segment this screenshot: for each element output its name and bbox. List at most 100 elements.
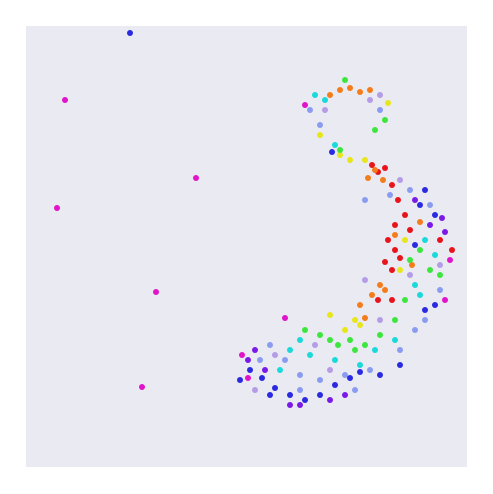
point — [397, 362, 403, 368]
point — [337, 152, 343, 158]
point — [427, 267, 433, 273]
point — [287, 392, 293, 398]
point — [342, 327, 348, 333]
point — [422, 237, 428, 243]
point — [437, 262, 443, 268]
point — [352, 317, 358, 323]
point — [395, 197, 401, 203]
point — [449, 247, 455, 253]
point — [417, 202, 423, 208]
point — [317, 332, 323, 338]
point — [412, 242, 418, 248]
point — [362, 277, 368, 283]
point — [362, 157, 368, 163]
point — [422, 187, 428, 193]
point — [252, 347, 258, 353]
point — [312, 342, 318, 348]
point — [402, 297, 408, 303]
point — [267, 342, 273, 348]
point — [389, 182, 395, 188]
point — [342, 77, 348, 83]
point — [272, 352, 278, 358]
point — [367, 87, 373, 93]
point — [245, 357, 251, 363]
point — [367, 367, 373, 373]
point — [327, 397, 333, 403]
point — [442, 297, 448, 303]
point — [257, 357, 263, 363]
point — [342, 372, 348, 378]
point — [272, 385, 278, 391]
point — [389, 267, 395, 273]
point — [153, 289, 159, 295]
point — [335, 342, 341, 348]
point — [357, 302, 363, 308]
point — [392, 317, 398, 323]
point — [422, 317, 428, 323]
point — [247, 367, 253, 373]
point — [332, 382, 338, 388]
point — [342, 392, 348, 398]
point — [297, 387, 303, 393]
point — [267, 392, 273, 398]
point — [317, 392, 323, 398]
point — [372, 167, 378, 173]
point — [407, 272, 413, 278]
point — [62, 97, 68, 103]
point — [377, 372, 383, 378]
point — [362, 197, 368, 203]
point — [427, 222, 433, 228]
point — [427, 202, 433, 208]
point — [347, 337, 353, 343]
point — [332, 357, 338, 363]
point — [389, 297, 395, 303]
point — [307, 352, 313, 358]
point — [432, 212, 438, 218]
point — [347, 157, 353, 163]
point — [337, 147, 343, 153]
point — [377, 107, 383, 113]
point — [193, 175, 199, 181]
point — [385, 100, 391, 106]
point — [282, 315, 288, 321]
point — [437, 272, 443, 278]
point — [392, 232, 398, 238]
point — [369, 162, 375, 168]
plot-area — [26, 26, 467, 467]
point — [382, 287, 388, 293]
point — [317, 122, 323, 128]
point — [237, 377, 243, 383]
point — [347, 85, 353, 91]
point — [409, 262, 415, 268]
point — [297, 402, 303, 408]
point — [439, 215, 445, 221]
point — [377, 92, 383, 98]
point — [372, 347, 378, 353]
point — [375, 297, 381, 303]
point — [54, 205, 60, 211]
point — [139, 384, 145, 390]
point — [282, 357, 288, 363]
point — [297, 372, 303, 378]
point — [397, 347, 403, 353]
point — [372, 127, 378, 133]
point — [357, 89, 363, 95]
point — [407, 187, 413, 193]
point — [297, 337, 303, 343]
point — [239, 352, 245, 358]
point — [357, 369, 363, 375]
point — [377, 332, 383, 338]
point — [327, 367, 333, 373]
point — [327, 337, 333, 343]
point — [369, 292, 375, 298]
point — [392, 222, 398, 228]
point — [362, 342, 368, 348]
point — [407, 257, 413, 263]
point — [392, 337, 398, 343]
point — [397, 267, 403, 273]
point — [402, 237, 408, 243]
point — [357, 362, 363, 368]
point — [317, 377, 323, 383]
point — [352, 387, 358, 393]
point — [259, 375, 265, 381]
